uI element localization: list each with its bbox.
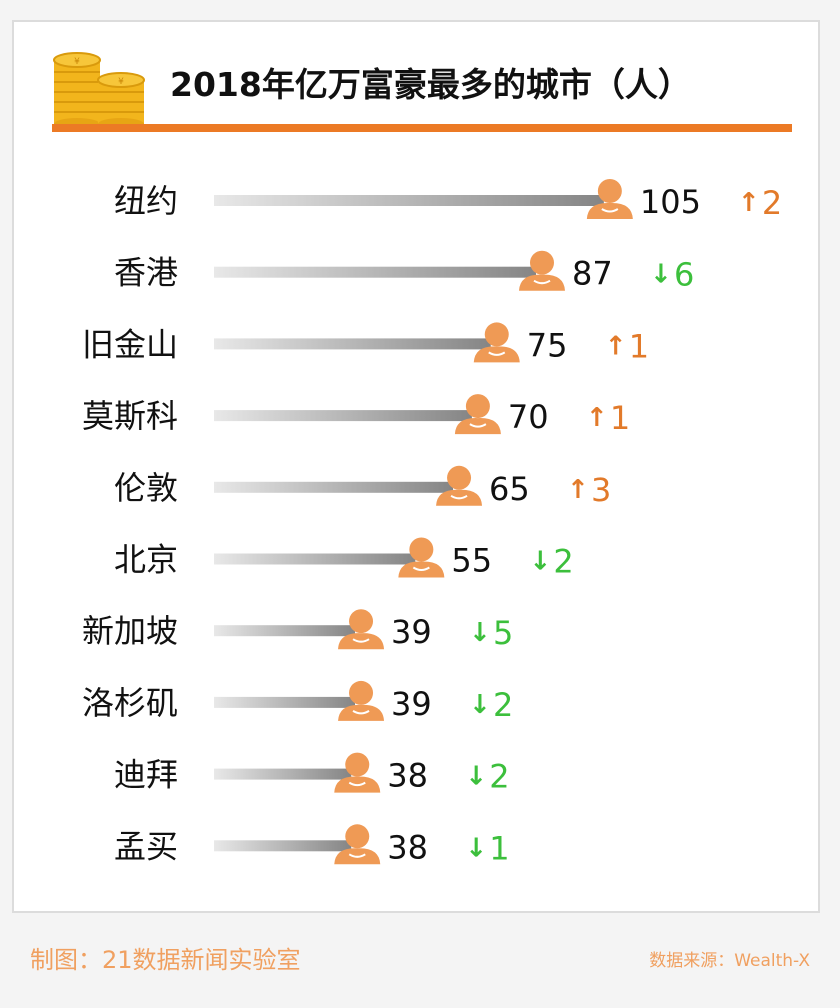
value-label: 38 (387, 757, 428, 795)
person-icon (334, 824, 381, 865)
coin-stack-icon: ¥ ¥ (53, 52, 145, 130)
person-collar (601, 208, 619, 213)
person-collar (469, 423, 487, 428)
person-icon (518, 250, 565, 291)
bar (214, 768, 352, 780)
category-label: 新加坡 (82, 612, 178, 650)
rank-change-value: 6 (674, 256, 694, 294)
value-label: 39 (391, 685, 432, 723)
person-head (597, 179, 622, 203)
bar (214, 840, 352, 852)
category-label: 纽约 (114, 182, 178, 220)
person-collar (533, 279, 551, 285)
person-collar (412, 566, 430, 571)
bar (214, 553, 416, 565)
category-label: 旧金山 (82, 325, 178, 363)
value-label: 38 (387, 828, 428, 866)
person-icon (473, 322, 520, 363)
value-label: 87 (572, 255, 613, 293)
person-collar (352, 638, 370, 643)
value-label: 105 (640, 183, 701, 221)
value-label: 55 (451, 542, 492, 580)
rank-change-value: 2 (493, 686, 513, 724)
chart-title: 2018年亿万富豪最多的城市（人） (170, 65, 691, 104)
rank-change-value: 2 (553, 543, 573, 581)
person-head (345, 752, 370, 777)
person-head (349, 680, 374, 705)
bar (214, 266, 536, 278)
value-label: 70 (508, 398, 549, 436)
person-icon (586, 179, 633, 219)
arrow-up-icon: ↑ (738, 188, 760, 218)
bar (214, 338, 491, 350)
person-collar (348, 781, 366, 787)
category-label: 孟买 (114, 827, 178, 865)
rank-change-value: 1 (629, 327, 649, 365)
rank-change-value: 1 (610, 399, 630, 437)
arrow-down-icon: ↓ (529, 547, 551, 577)
person-icon (338, 680, 385, 721)
rank-change-value: 2 (489, 758, 509, 796)
category-label: 洛杉矶 (82, 684, 178, 722)
chart-card (12, 20, 820, 913)
coin-stack-left: ¥ (53, 52, 101, 130)
person-head (465, 394, 490, 419)
bar (214, 195, 604, 206)
rank-change-value: 1 (489, 829, 509, 867)
rank-change-value: 5 (493, 614, 513, 652)
title-underline (52, 124, 792, 132)
category-label: 莫斯科 (82, 397, 178, 435)
value-label: 65 (489, 470, 530, 508)
person-collar (348, 853, 366, 858)
arrow-down-icon: ↓ (465, 762, 487, 792)
person-head (447, 465, 472, 490)
svg-text:¥: ¥ (118, 77, 124, 87)
person-icon (436, 465, 483, 506)
person-collar (450, 494, 468, 500)
person-collar (488, 351, 506, 356)
bar (214, 410, 472, 422)
value-label: 75 (527, 326, 568, 364)
person-icon (454, 394, 501, 435)
bar (214, 625, 356, 637)
person-icon (334, 752, 381, 793)
value-label: 39 (391, 613, 432, 651)
rank-change-value: 3 (591, 471, 611, 509)
arrow-down-icon: ↓ (650, 260, 672, 290)
person-collar (352, 710, 370, 715)
arrow-down-icon: ↓ (469, 618, 491, 648)
arrow-down-icon: ↓ (465, 833, 487, 863)
person-head (345, 824, 370, 849)
category-label: 北京 (114, 541, 178, 579)
category-label: 香港 (114, 254, 178, 292)
rank-change-value: 2 (762, 184, 782, 222)
person-head (409, 537, 434, 562)
arrow-up-icon: ↑ (605, 331, 627, 361)
arrow-down-icon: ↓ (469, 690, 491, 720)
bar (214, 481, 454, 493)
credit-text: 制图：21数据新闻实验室 (30, 946, 301, 974)
bar (214, 696, 356, 708)
person-icon (338, 609, 385, 650)
person-head (484, 322, 509, 347)
person-icon (398, 537, 445, 578)
svg-text:¥: ¥ (74, 57, 80, 67)
arrow-up-icon: ↑ (586, 403, 608, 433)
arrow-up-icon: ↑ (567, 475, 589, 505)
person-head (349, 609, 374, 634)
person-head (529, 250, 554, 275)
category-label: 迪拜 (114, 756, 178, 794)
category-label: 伦敦 (114, 469, 178, 507)
source-text: 数据来源：Wealth-X (649, 951, 810, 971)
